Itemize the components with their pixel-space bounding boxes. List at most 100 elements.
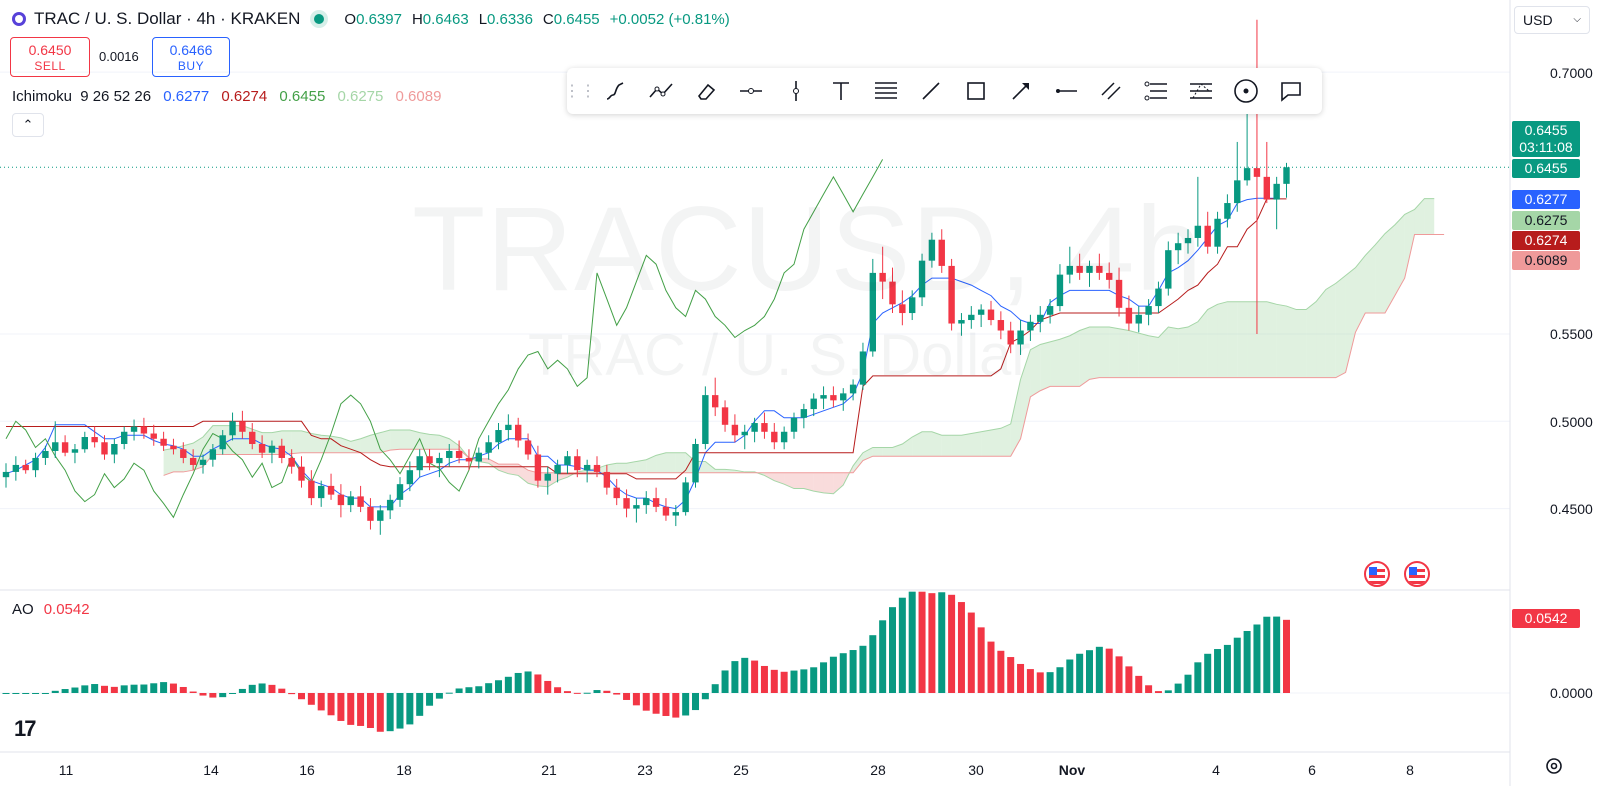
tradingview-logo-icon[interactable]: 17 xyxy=(14,716,37,741)
ao-bar xyxy=(1194,662,1202,693)
x-tick-label: 11 xyxy=(58,762,74,778)
fib-icon[interactable] xyxy=(863,68,908,114)
candle-body xyxy=(268,445,276,453)
cloud-segment xyxy=(1325,283,1336,378)
us-flag-event-icon[interactable] xyxy=(1404,561,1430,587)
ao-bar xyxy=(859,645,867,693)
ao-bar xyxy=(416,693,424,716)
cloud-segment xyxy=(665,452,676,473)
y-tick-label: 0.5500 xyxy=(1550,326,1593,342)
ao-bar xyxy=(731,661,739,693)
trend-line-icon[interactable] xyxy=(908,68,953,114)
ao-bar xyxy=(101,685,108,693)
candle-body xyxy=(1174,243,1182,251)
cloud-segment xyxy=(1128,330,1139,378)
candle-body xyxy=(948,265,955,324)
ao-bar xyxy=(2,693,10,694)
ao-bar xyxy=(347,693,355,725)
buy-button[interactable]: 0.6466 BUY xyxy=(152,37,230,77)
ichimoku-legend[interactable]: Ichimoku 9 26 52 26 0.6277 0.6274 0.6455… xyxy=(12,88,449,105)
text-icon[interactable] xyxy=(818,68,863,114)
candle-body xyxy=(800,409,808,418)
regression-icon[interactable] xyxy=(1133,68,1178,114)
candle-body xyxy=(889,281,896,305)
candle-body xyxy=(840,393,847,401)
us-flag-event-icon[interactable] xyxy=(1364,561,1390,587)
candle-body xyxy=(731,424,739,436)
comment-icon[interactable] xyxy=(1268,68,1313,114)
x-tick-label: 21 xyxy=(541,762,557,778)
currency-value: USD xyxy=(1523,12,1553,28)
currency-select[interactable]: USD ⌵ xyxy=(1514,6,1590,34)
candle-body xyxy=(1214,218,1221,247)
ao-bar xyxy=(455,688,463,693)
cloud-segment xyxy=(350,438,361,453)
ao-bar xyxy=(1204,653,1212,693)
ao-bar xyxy=(1154,691,1162,693)
settings-gear-icon[interactable] xyxy=(1543,755,1565,777)
ao-bar xyxy=(1095,646,1103,693)
candle-body xyxy=(869,272,876,352)
sell-label: SELL xyxy=(34,59,66,73)
x-tick-label: 14 xyxy=(203,762,219,778)
cloud-segment xyxy=(951,435,962,457)
ao-bar xyxy=(248,684,256,693)
candle-body xyxy=(239,421,246,432)
cloud-segment xyxy=(912,431,923,457)
y-tick-label: 0.7000 xyxy=(1550,65,1593,81)
indicator-name[interactable]: Ichimoku xyxy=(12,88,73,105)
brush-icon[interactable] xyxy=(593,68,638,114)
cloud-segment xyxy=(557,472,568,481)
ao-bar xyxy=(918,591,926,693)
ao-bar xyxy=(642,693,650,711)
bar-countdown: 03:11:08 xyxy=(1519,139,1573,155)
ao-legend[interactable]: AO 0.0542 xyxy=(12,601,90,618)
rectangle-icon[interactable] xyxy=(953,68,998,114)
fib-extension-icon[interactable] xyxy=(1178,68,1223,114)
symbol-title[interactable]: TRAC / U. S. Dollar · 4h · KRAKEN xyxy=(34,9,301,28)
horizontal-line-icon[interactable] xyxy=(1043,68,1088,114)
candle-body xyxy=(130,426,138,432)
candle-body xyxy=(692,443,699,483)
candle-body xyxy=(682,482,689,513)
tenkan-line xyxy=(5,197,1277,510)
ao-bar xyxy=(1273,616,1281,693)
path-icon[interactable] xyxy=(638,68,683,114)
ao-bar xyxy=(1007,657,1015,693)
candle-body xyxy=(524,440,532,455)
candle-body xyxy=(1243,168,1251,181)
horizontal-ray-icon[interactable] xyxy=(728,68,773,114)
ao-bar xyxy=(268,684,276,693)
candle-body xyxy=(613,487,620,499)
candle-body xyxy=(1184,237,1192,244)
ao-bar xyxy=(1076,653,1084,693)
candle-body xyxy=(337,494,345,506)
candle-body xyxy=(583,464,591,471)
vertical-line-icon[interactable] xyxy=(773,68,818,114)
collapse-legend-button[interactable]: ⌃ xyxy=(12,113,44,137)
candle-body xyxy=(160,438,167,446)
sell-button[interactable]: 0.6450 SELL xyxy=(10,37,90,77)
grip-icon[interactable]: ⋮⋮ xyxy=(564,83,596,100)
candle-body xyxy=(721,407,729,425)
parallel-channel-icon[interactable] xyxy=(1088,68,1133,114)
ao-bar xyxy=(1164,690,1172,693)
candle-body xyxy=(170,445,177,450)
chikou-line xyxy=(5,159,884,519)
cloud-segment xyxy=(1247,301,1257,378)
cloud-segment xyxy=(922,431,932,457)
cloud-segment xyxy=(646,455,657,473)
symbol-header[interactable]: TRAC / U. S. Dollar · 4h · KRAKEN O 0.639… xyxy=(12,8,740,30)
circle-icon[interactable] xyxy=(1223,68,1268,114)
drawing-toolbar[interactable]: ⋮⋮ xyxy=(564,68,1322,114)
candle-body xyxy=(347,496,354,506)
arrow-icon[interactable] xyxy=(998,68,1043,114)
ao-bar xyxy=(337,693,345,721)
candle-body xyxy=(189,457,197,465)
eraser-icon[interactable] xyxy=(683,68,728,114)
candle-body xyxy=(515,424,522,441)
ao-bar xyxy=(465,687,473,693)
candle-body xyxy=(849,384,857,394)
market-status-icon[interactable] xyxy=(314,14,325,24)
